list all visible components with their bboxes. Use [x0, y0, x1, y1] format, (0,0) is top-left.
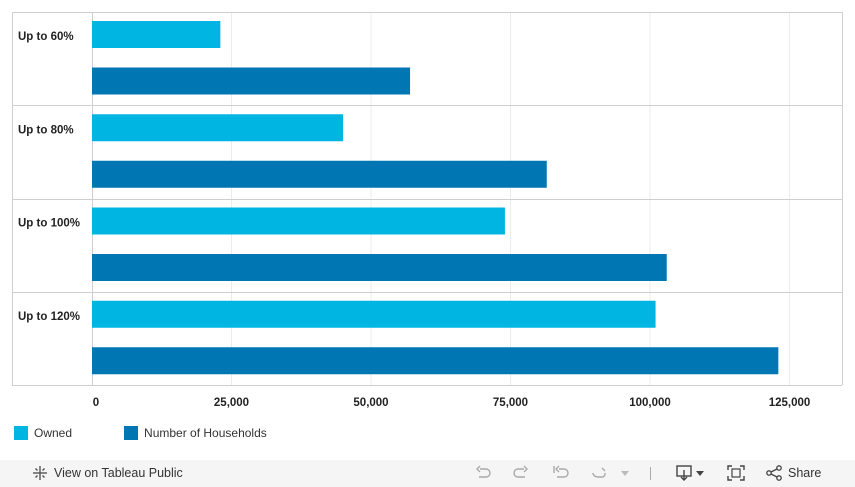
category-label-0: Up to 60%	[18, 31, 74, 43]
legend-label-households: Number of Households	[144, 426, 267, 440]
x-tick-label-1: 25,000	[214, 397, 249, 409]
bar-number-of-households-3[interactable]	[92, 347, 779, 375]
download-icon[interactable]	[676, 465, 706, 481]
bar-owned-1[interactable]	[92, 114, 344, 142]
x-tick-label-2: 50,000	[353, 397, 388, 409]
revert-icon[interactable]	[552, 465, 570, 481]
view-on-tableau-public-button[interactable]: View on Tableau Public	[32, 465, 183, 481]
share-button[interactable]: Share	[766, 465, 821, 481]
share-label: Share	[788, 466, 822, 480]
refresh-dropdown-icon[interactable]	[620, 465, 630, 481]
category-label-3: Up to 120%	[18, 311, 80, 323]
bar-number-of-households-2[interactable]	[92, 254, 667, 281]
redo-icon[interactable]	[512, 465, 530, 481]
view-on-tableau-public-label: View on Tableau Public	[54, 466, 183, 480]
toolbar-separator	[650, 467, 651, 480]
x-tick-label-4: 100,000	[629, 397, 671, 409]
tableau-logo-icon	[33, 466, 47, 480]
tableau-toolbar: View on Tableau Public Share	[0, 460, 855, 487]
legend-swatch-households	[124, 426, 139, 440]
legend-label-owned: Owned	[34, 426, 73, 440]
x-tick-label-0: 0	[93, 397, 99, 409]
legend-item-owned[interactable]: Owned	[14, 426, 72, 440]
share-icon	[766, 465, 782, 481]
x-axis-ticks: 0 25,000 50,000 75,000 100,000 125,000	[93, 397, 810, 409]
legend-swatch-owned	[14, 426, 28, 440]
bar-owned-0[interactable]	[92, 21, 221, 48]
bar-number-of-households-1[interactable]	[92, 160, 547, 188]
legend-item-households[interactable]: Number of Households	[124, 426, 267, 440]
x-tick-label-5: 125,000	[769, 397, 811, 409]
legend: Owned Number of Households	[14, 426, 319, 440]
bar-number-of-households-0[interactable]	[92, 67, 411, 95]
fullscreen-icon[interactable]	[727, 465, 745, 481]
bar-chart: Up to 60% Up to 80% Up to 100% Up to 120% 0…	[12, 12, 843, 409]
refresh-icon[interactable]	[590, 465, 608, 481]
bar-owned-3[interactable]	[92, 300, 656, 328]
bar-owned-2[interactable]	[92, 207, 505, 235]
category-label-1: Up to 80%	[18, 124, 74, 136]
undo-icon[interactable]	[474, 465, 492, 481]
category-labels: Up to 60% Up to 80% Up to 100% Up to 120%	[18, 31, 80, 323]
x-tick-label-3: 75,000	[493, 397, 528, 409]
category-label-2: Up to 100%	[18, 218, 80, 230]
bars	[92, 21, 779, 375]
